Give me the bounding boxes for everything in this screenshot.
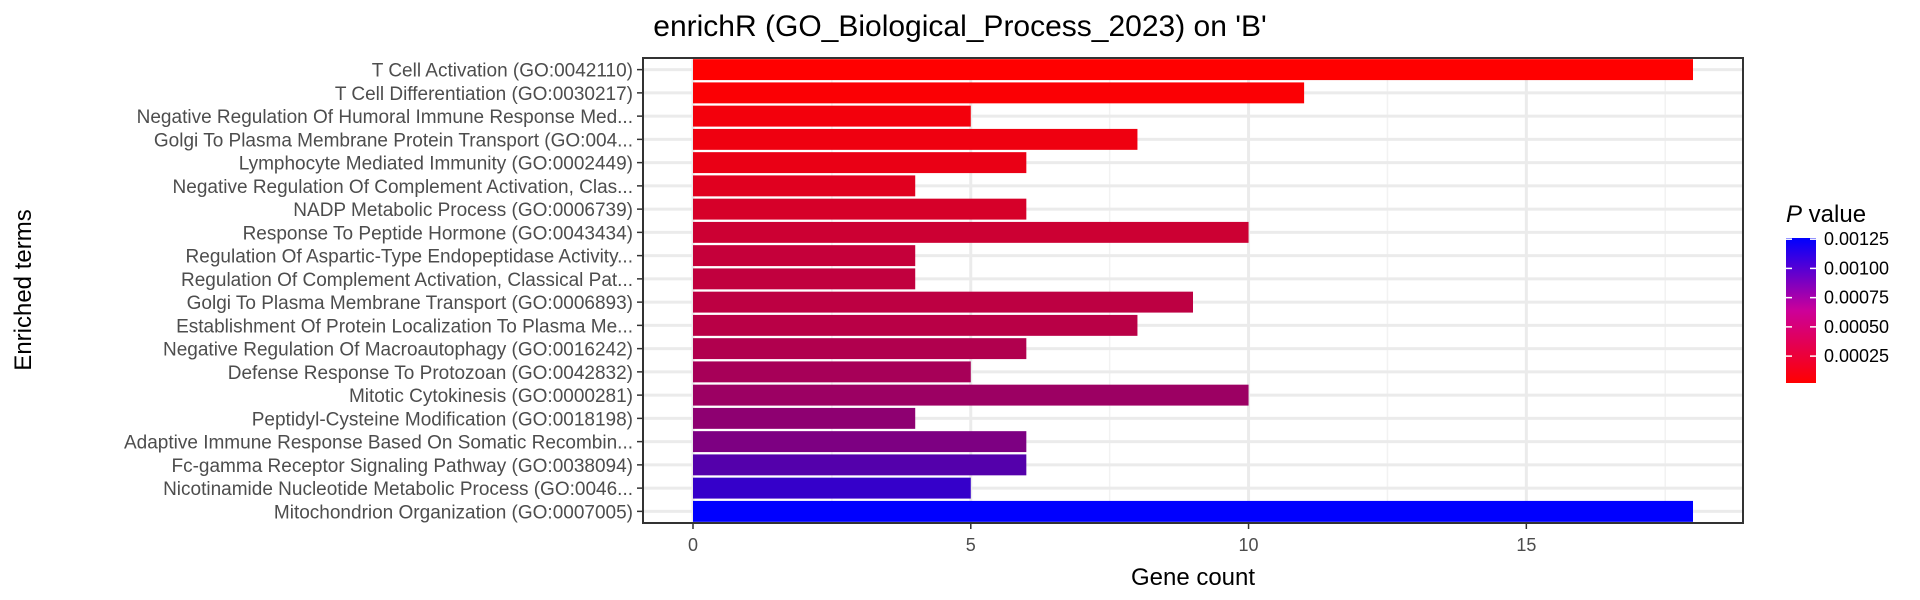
y-tick-label: Establishment Of Protein Localization To… [176, 316, 633, 337]
bar [693, 338, 1027, 360]
x-tick-label: 0 [688, 535, 698, 555]
y-tick-label: Negative Regulation Of Complement Activa… [173, 177, 633, 198]
bar [693, 268, 916, 290]
bar [693, 384, 1249, 406]
bar [693, 314, 1138, 336]
legend-label: 0.00075 [1824, 288, 1889, 308]
legend-label: 0.00125 [1824, 229, 1889, 249]
y-tick-label: Response To Peptide Hormone (GO:0043434) [243, 223, 633, 244]
y-tick-label: Defense Response To Protozoan (GO:004283… [228, 363, 633, 384]
bar [693, 454, 1027, 476]
legend-label: 0.00100 [1824, 258, 1889, 278]
bar [693, 59, 1693, 81]
bar [693, 477, 971, 499]
y-tick-label: T Cell Activation (GO:0042110) [372, 61, 633, 82]
bar [693, 82, 1305, 104]
bar [693, 407, 916, 429]
y-tick-label: Peptidyl-Cysteine Modification (GO:00181… [252, 409, 633, 430]
legend-title-symbol: P [1786, 201, 1802, 228]
y-axis-title: Enriched terms [10, 209, 37, 370]
x-tick-label: 5 [966, 535, 976, 555]
y-tick-label: Mitotic Cytokinesis (GO:0000281) [349, 386, 633, 407]
bar [693, 291, 1193, 313]
bar [693, 221, 1249, 243]
y-tick-label: Negative Regulation Of Macroautophagy (G… [163, 340, 633, 361]
chart-title: enrichR (GO_Biological_Process_2023) on … [653, 10, 1266, 43]
y-tick-label: Nicotinamide Nucleotide Metabolic Proces… [163, 479, 633, 500]
legend-label: 0.00025 [1824, 346, 1889, 366]
y-tick-label: Lymphocyte Mediated Immunity (GO:0002449… [239, 154, 633, 175]
bars [693, 59, 1693, 522]
x-tick-label: 15 [1516, 535, 1536, 555]
legend-colorbar [1786, 238, 1816, 383]
bar [693, 105, 971, 127]
plot-panel-border [642, 57, 1744, 524]
pvalue-legend: P value 0.001250.001000.000750.000500.00… [1786, 201, 1889, 383]
plot-background [643, 58, 1743, 523]
bar [693, 198, 1027, 220]
y-tick-label: Mitochondrion Organization (GO:0007005) [274, 502, 633, 523]
grid-lines [643, 58, 1743, 523]
y-tick-label: Negative Regulation Of Humoral Immune Re… [137, 107, 633, 128]
bar [693, 500, 1693, 522]
y-tick-labels: T Cell Activation (GO:0042110)T Cell Dif… [124, 61, 643, 523]
legend-title-text: value [1802, 201, 1866, 228]
legend-title: P value [1786, 201, 1866, 228]
x-axis-title: Gene count [1131, 564, 1255, 591]
bar [693, 245, 916, 267]
y-tick-label: Fc-gamma Receptor Signaling Pathway (GO:… [171, 456, 633, 477]
y-tick-label: Regulation Of Aspartic-Type Endopeptidas… [186, 247, 633, 268]
bar [693, 128, 1138, 150]
bar [693, 175, 916, 197]
bar [693, 361, 971, 383]
y-tick-label: Adaptive Immune Response Based On Somati… [124, 433, 633, 454]
x-tick-labels: 0 5 10 15 [688, 523, 1536, 555]
y-tick-label: Golgi To Plasma Membrane Protein Transpo… [154, 130, 633, 151]
y-tick-label: Regulation Of Complement Activation, Cla… [181, 270, 633, 291]
x-tick-label: 10 [1239, 535, 1259, 555]
legend-ticks: 0.00125 0.00100 0.00075 0.00050 0.00025 [1786, 229, 1889, 366]
legend-label: 0.00050 [1824, 317, 1889, 337]
y-tick-label: T Cell Differentiation (GO:0030217) [335, 84, 633, 105]
y-tick-label: Golgi To Plasma Membrane Transport (GO:0… [187, 293, 633, 314]
y-tick-label: NADP Metabolic Process (GO:0006739) [293, 200, 633, 221]
bar [693, 431, 1027, 453]
bar [693, 152, 1027, 174]
